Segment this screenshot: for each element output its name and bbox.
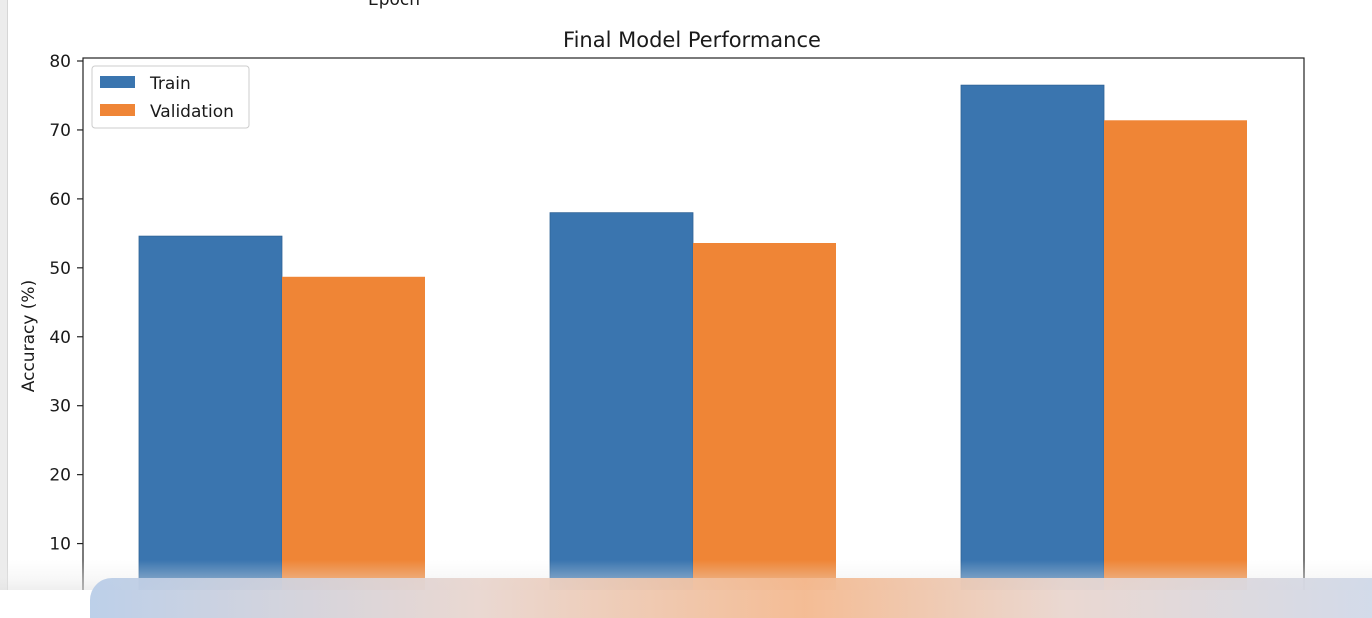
bar-validation-1 [693,243,836,613]
legend: Train Validation [91,65,250,129]
bar-validation-0 [282,276,425,613]
previous-plot-xlabel: Epoch [368,0,420,10]
legend-swatch-validation [100,104,135,116]
y-tick-label: 70 [49,121,71,141]
y-axis-label: Accuracy (%) [19,280,39,392]
bar-validation-2 [1104,120,1247,613]
bar-train-0 [138,235,283,613]
bar-train-2 [960,84,1105,613]
y-tick-label: 10 [49,535,71,555]
bars-layer [138,84,1247,613]
legend-label-train: Train [149,74,191,94]
bar-chart: Epoch Final Model Performance Accuracy (… [19,0,1305,613]
y-ticks-layer: 10 20 30 40 50 60 70 80 [49,52,83,555]
y-tick-label: 40 [49,328,71,348]
y-tick-label: 80 [49,52,71,72]
chart-title: Final Model Performance [563,28,821,52]
y-tick-label: 50 [49,259,71,279]
legend-label-validation: Validation [150,102,234,122]
y-tick-label: 30 [49,397,71,417]
bar-train-1 [549,212,694,613]
legend-swatch-train [100,76,135,88]
chart-container: Epoch Final Model Performance Accuracy (… [19,0,1305,613]
window-left-edge [0,0,8,590]
y-tick-label: 20 [49,466,71,486]
y-tick-label: 60 [49,190,71,210]
bottom-input-bar[interactable] [90,578,1372,618]
